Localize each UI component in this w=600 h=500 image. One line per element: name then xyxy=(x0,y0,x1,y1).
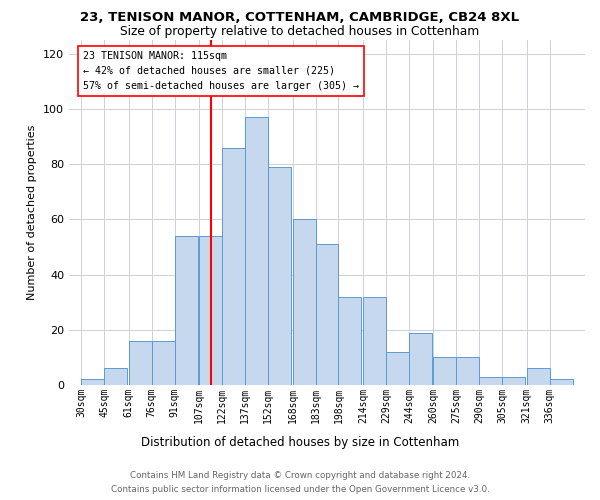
Bar xyxy=(409,332,432,385)
Bar xyxy=(316,244,338,385)
Bar xyxy=(363,296,386,385)
Bar xyxy=(104,368,127,385)
Text: 23, TENISON MANOR, COTTENHAM, CAMBRIDGE, CB24 8XL: 23, TENISON MANOR, COTTENHAM, CAMBRIDGE,… xyxy=(80,11,520,24)
Bar xyxy=(293,220,316,385)
Bar xyxy=(386,352,409,385)
Text: Distribution of detached houses by size in Cottenham: Distribution of detached houses by size … xyxy=(141,436,459,449)
Bar xyxy=(338,296,361,385)
Text: Contains HM Land Registry data © Crown copyright and database right 2024.: Contains HM Land Registry data © Crown c… xyxy=(130,472,470,480)
Bar xyxy=(550,380,573,385)
Text: Size of property relative to detached houses in Cottenham: Size of property relative to detached ho… xyxy=(121,25,479,38)
Text: 23 TENISON MANOR: 115sqm
← 42% of detached houses are smaller (225)
57% of semi-: 23 TENISON MANOR: 115sqm ← 42% of detach… xyxy=(83,51,359,90)
Bar xyxy=(175,236,197,385)
Bar xyxy=(433,358,457,385)
Bar xyxy=(245,118,268,385)
Bar xyxy=(479,376,502,385)
Text: Contains public sector information licensed under the Open Government Licence v3: Contains public sector information licen… xyxy=(110,484,490,494)
Bar xyxy=(129,341,152,385)
Bar xyxy=(222,148,245,385)
Bar xyxy=(199,236,222,385)
Y-axis label: Number of detached properties: Number of detached properties xyxy=(28,125,37,300)
Bar xyxy=(268,167,291,385)
Bar xyxy=(502,376,525,385)
Bar xyxy=(81,380,104,385)
Bar xyxy=(152,341,175,385)
Bar xyxy=(457,358,479,385)
Bar xyxy=(527,368,550,385)
